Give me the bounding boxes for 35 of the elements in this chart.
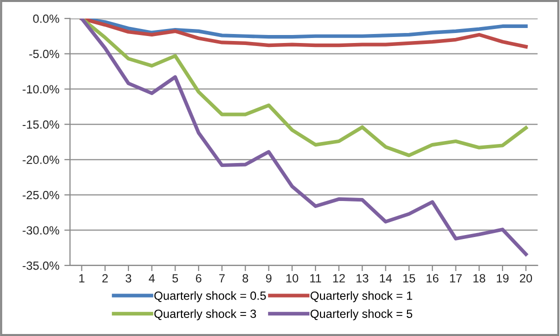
y-tick-label: -5.0%: [29, 50, 60, 58]
legend-label: Quarterly shock = 1: [310, 291, 412, 302]
x-tick-label: 18: [473, 274, 486, 282]
line-series: [80, 18, 528, 49]
legend-label: Quarterly shock = 0.5: [154, 291, 266, 302]
y-tick-label: -15.0%: [22, 120, 60, 129]
x-tick-label: 2: [102, 274, 108, 282]
y-tick-label: -10.0%: [22, 85, 60, 94]
x-tick-label: 3: [126, 274, 132, 282]
y-tick-label: -25.0%: [22, 190, 60, 200]
x-tick-label: 17: [450, 274, 462, 282]
x-tick-label: 16: [426, 274, 438, 282]
legend-label: Quarterly shock = 3: [154, 309, 256, 320]
y-tick-label: -20.0%: [22, 156, 60, 164]
x-tick-label: 19: [496, 274, 509, 282]
x-tick-label: 1: [79, 274, 84, 282]
x-tick-label: 20: [520, 274, 532, 282]
x-tick-label: 5: [172, 274, 178, 282]
y-tick-label: 0.0%: [33, 14, 60, 23]
x-tick-label: 8: [242, 274, 248, 282]
x-tick-label: 10: [286, 274, 298, 282]
line-series: [80, 18, 528, 256]
x-tick-label: 14: [380, 274, 392, 282]
x-tick-label: 12: [333, 274, 345, 282]
x-tick-label: 15: [403, 274, 416, 282]
x-tick-label: 11: [310, 274, 322, 282]
x-tick-label: 6: [196, 274, 202, 282]
x-tick-label: 9: [266, 274, 272, 282]
x-tick-label: 7: [219, 274, 225, 282]
y-tick-label: -30.0%: [22, 226, 60, 235]
x-tick-label: 4: [148, 274, 155, 282]
legend-label: Quarterly shock = 5: [310, 309, 412, 320]
line-series: [80, 18, 528, 158]
y-tick-label: -35.0%: [22, 261, 60, 270]
x-tick-label: 13: [356, 274, 368, 282]
